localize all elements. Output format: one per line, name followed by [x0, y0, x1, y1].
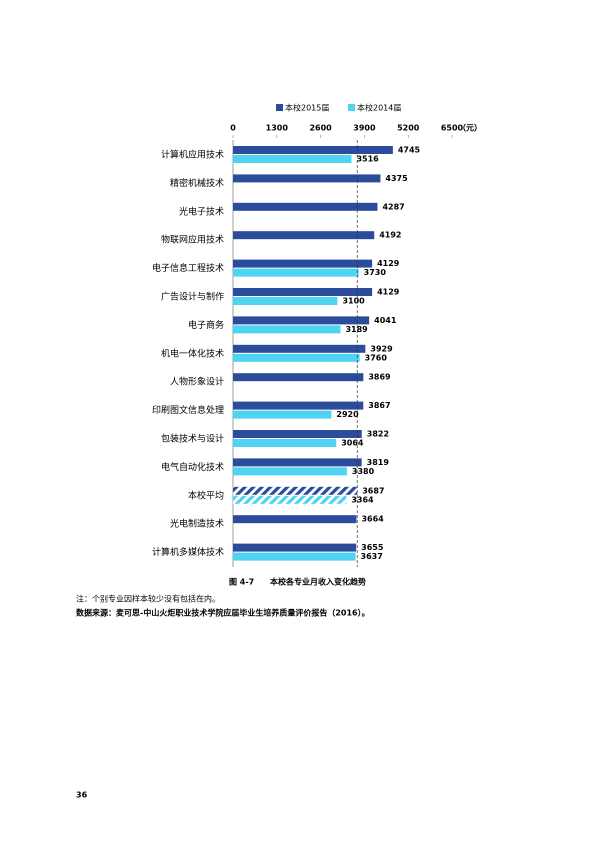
category-label: 物联网应用技术 — [161, 234, 224, 246]
bar — [233, 288, 373, 296]
bar — [233, 439, 337, 447]
bar — [233, 543, 357, 552]
value-label: 4745 — [398, 146, 421, 155]
bar — [233, 297, 338, 305]
category-label: 本校平均 — [188, 489, 224, 501]
value-label: 3637 — [361, 552, 383, 561]
bar — [233, 458, 362, 467]
category-label: 光电制造技术 — [170, 518, 224, 530]
value-label: 3819 — [367, 458, 390, 467]
value-label: 3655 — [361, 543, 384, 552]
value-label: 3867 — [368, 401, 390, 410]
note: 注：个别专业因样本较少没有包括在内。 — [76, 594, 220, 604]
category-label: 计算机应用技术 — [161, 149, 224, 161]
bar — [233, 316, 370, 325]
x-tick-label: 6500 — [441, 124, 464, 133]
value-label: 3189 — [345, 325, 368, 334]
bar — [233, 552, 356, 561]
category-label: 精密机械技术 — [170, 177, 224, 189]
bar — [233, 353, 360, 362]
value-label: 3516 — [356, 155, 379, 164]
value-label: 3064 — [341, 439, 364, 448]
value-label: 4129 — [377, 288, 400, 297]
category-label: 机电一体化技术 — [161, 347, 224, 359]
x-tick-label: 3900 — [353, 124, 376, 133]
x-unit: （元） — [458, 123, 482, 133]
bar — [233, 495, 347, 504]
bar — [233, 344, 366, 353]
value-label: 4129 — [377, 259, 400, 268]
source-note: 数据来源：麦可思-中山火炬职业技术学院应届毕业生培养质量评价报告（2016）。 — [76, 608, 370, 618]
bar — [233, 146, 393, 154]
value-label: 4041 — [374, 316, 397, 325]
value-label: 3664 — [361, 515, 384, 524]
legend-label: 本校2014届 — [357, 103, 401, 113]
bar — [233, 410, 332, 419]
caption-number: 图 4-7 — [229, 578, 254, 587]
bar — [233, 174, 381, 183]
bar — [233, 202, 378, 211]
value-label: 4287 — [382, 202, 404, 211]
category-label: 光电子技术 — [179, 205, 224, 217]
value-label: 4192 — [379, 231, 401, 240]
category-label: 电子商务 — [188, 319, 224, 331]
category-label: 包装技术与设计 — [161, 433, 224, 445]
legend-label: 本校2015届 — [285, 103, 329, 113]
bar — [233, 268, 359, 277]
value-label: 3869 — [368, 373, 391, 382]
value-label: 3760 — [365, 353, 388, 362]
bar — [233, 325, 341, 334]
page-number: 36 — [76, 791, 88, 800]
bar — [233, 430, 362, 438]
value-label: 3730 — [364, 268, 387, 277]
value-label: 3100 — [342, 297, 365, 306]
category-label: 电子信息工程技术 — [152, 262, 224, 274]
bar — [233, 486, 358, 495]
bar — [233, 155, 352, 163]
value-label: 4375 — [385, 174, 408, 183]
x-tick-label: 1300 — [266, 124, 289, 133]
caption: 本校各专业月收入变化趋势 — [269, 577, 366, 587]
bar — [233, 259, 373, 268]
bar — [233, 467, 347, 476]
value-label: 3364 — [351, 495, 374, 504]
value-label: 2920 — [336, 410, 359, 419]
category-label: 广告设计与制作 — [161, 291, 224, 303]
x-tick-label: 0 — [230, 124, 236, 133]
legend-swatch — [276, 104, 283, 111]
x-tick-label: 2600 — [309, 124, 332, 133]
x-tick-label: 5200 — [397, 124, 420, 133]
bar — [233, 515, 357, 524]
value-label: 3929 — [370, 344, 393, 353]
category-label: 计算机多媒体技术 — [152, 546, 224, 558]
bar — [233, 401, 364, 410]
category-label: 电气自动化技术 — [161, 461, 224, 473]
value-label: 3822 — [367, 430, 389, 439]
value-label: 3380 — [352, 467, 375, 476]
legend-swatch — [348, 104, 355, 111]
category-label: 印刷图文信息处理 — [152, 404, 224, 416]
bar — [233, 231, 375, 240]
value-label: 3687 — [362, 486, 384, 495]
bar — [233, 373, 364, 382]
category-label: 人物形象设计 — [170, 376, 224, 388]
